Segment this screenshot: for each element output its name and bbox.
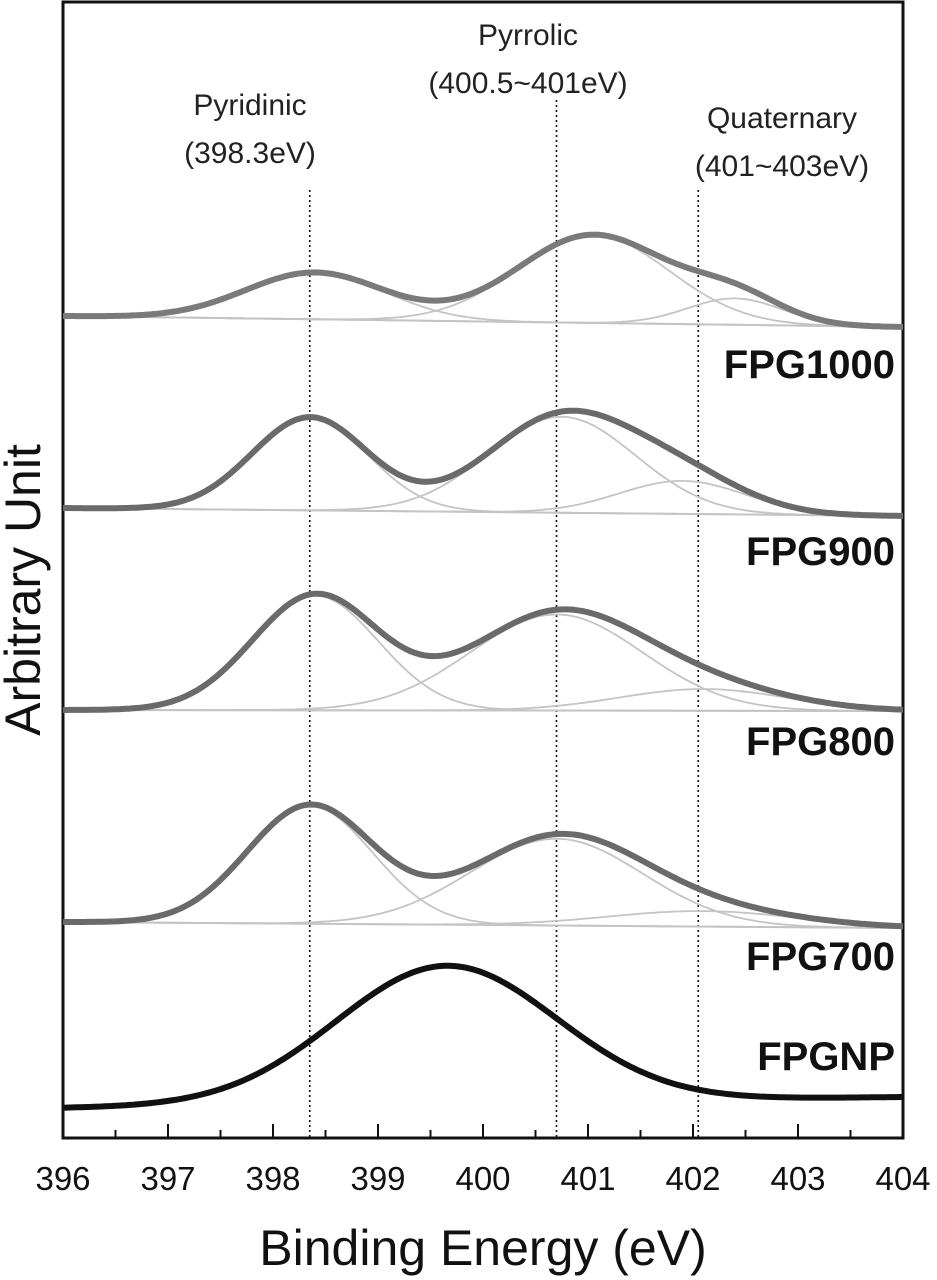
quaternary-annotation-line: (401~403eV) — [695, 150, 869, 183]
quaternary-annotation-line: Quaternary — [707, 102, 857, 135]
x-axis-ticks: 396 397 398 399 400 401 402 403 404 — [35, 1124, 931, 1197]
y-axis-title: Arbitrary Unit — [0, 444, 51, 736]
pyridinic-annotation-line: (398.3eV) — [184, 137, 316, 170]
x-tick-label: 403 — [770, 1160, 825, 1197]
x-tick-label: 401 — [560, 1160, 615, 1197]
envelope-FPG700 — [62, 801, 904, 930]
component-peak-FPG800 — [63, 688, 904, 712]
peak-annotations: Pyridinic (398.3eV) Pyrrolic (400.5~401eV) Q… — [184, 19, 869, 183]
pyrrolic-annotation-line: Pyrrolic — [478, 19, 578, 52]
envelope-FPG800 — [63, 590, 904, 713]
component-peak-FPG1000 — [63, 233, 904, 328]
pyrrolic-annotation-line: (400.5~401eV) — [428, 67, 627, 100]
sample-label-FPGNP: FPGNP — [757, 1035, 895, 1079]
sample-label-FPG700: FPG700 — [746, 935, 895, 979]
reference-lines — [308, 100, 700, 1138]
pyridinic-annotation-line: Pyridinic — [193, 89, 306, 122]
envelope-FPG900 — [63, 407, 903, 519]
sample-label-FPG1000: FPG1000 — [724, 343, 895, 387]
x-tick-label: 396 — [35, 1160, 90, 1197]
x-tick-label: 398 — [245, 1160, 300, 1197]
component-peak-FPG1000 — [63, 297, 904, 328]
x-tick-label: 400 — [455, 1160, 510, 1197]
x-axis-title: Binding Energy (eV) — [259, 1220, 706, 1276]
envelope-FPGNP — [62, 962, 903, 1111]
x-tick-label: 399 — [350, 1160, 405, 1197]
spectra-curves — [62, 231, 904, 1111]
x-tick-label: 397 — [140, 1160, 195, 1197]
envelope-FPG1000 — [62, 231, 903, 330]
sample-label-FPG800: FPG800 — [746, 720, 895, 764]
sample-label-FPG900: FPG900 — [746, 530, 895, 574]
x-tick-label: 404 — [875, 1160, 930, 1197]
sample-labels: FPG1000 FPG900 FPG800 FPG700 FPGNP — [724, 343, 895, 1079]
component-peak-FPG700 — [63, 910, 904, 928]
x-tick-label: 402 — [665, 1160, 720, 1197]
